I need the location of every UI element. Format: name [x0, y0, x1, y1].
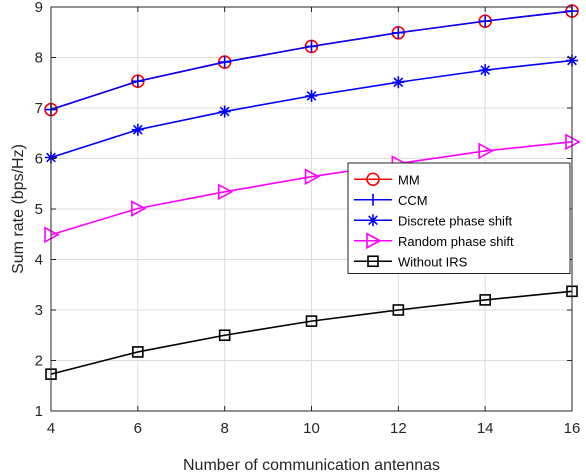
x-tick-label: 16 [564, 420, 581, 437]
data-point [392, 304, 405, 316]
legend-item: Without IRS [354, 254, 468, 269]
series-4 [45, 285, 578, 380]
data-point [305, 315, 318, 327]
legend-label: Without IRS [398, 254, 468, 269]
legend-marker [366, 232, 382, 250]
data-point [392, 76, 405, 89]
legend-marker [367, 255, 379, 268]
legend-marker [367, 193, 379, 206]
data-point [479, 64, 492, 77]
legend: MM CCM Discrete phase shift Random phase sh… [347, 162, 571, 274]
data-point [131, 123, 144, 136]
data-point [479, 15, 492, 28]
y-tick-label: 4 [35, 252, 43, 269]
legend-item: CCM [354, 193, 428, 208]
y-tick-label: 5 [35, 201, 43, 218]
data-point [217, 183, 234, 201]
legend-item: Random phase shift [354, 232, 514, 250]
series-layer [44, 4, 581, 380]
y-axis-label: Sum rate (bps/Hz) [10, 144, 27, 274]
data-point [304, 168, 321, 186]
legend-box [347, 162, 571, 274]
data-point [131, 200, 147, 217]
legend-marker [367, 214, 379, 227]
data-point [131, 75, 144, 88]
legend-item: MM [354, 172, 420, 187]
legend-label: CCM [398, 193, 428, 208]
data-point [218, 329, 231, 342]
data-point [305, 40, 318, 53]
legend-marker [366, 172, 380, 187]
series-line [50, 290, 573, 375]
legend-label: Discrete phase shift [398, 213, 513, 228]
data-point [392, 26, 405, 39]
data-point [479, 294, 491, 306]
data-point [218, 56, 231, 69]
x-tick-label: 12 [390, 420, 407, 437]
y-tick-label: 3 [35, 302, 43, 319]
legend-label: MM [398, 172, 420, 187]
data-point [132, 346, 144, 358]
x-tick-label: 10 [303, 420, 320, 437]
x-axis-label: Number of communication antennas [183, 457, 440, 474]
x-tick-label: 8 [220, 420, 228, 437]
legend-item: Discrete phase shift [354, 213, 513, 228]
y-tick-label: 7 [35, 100, 43, 117]
x-tick-label: 6 [134, 420, 142, 437]
data-point [478, 142, 494, 160]
y-tick-label: 9 [35, 0, 43, 16]
x-tick-label: 14 [477, 420, 494, 437]
y-tick-label: 1 [35, 403, 43, 420]
legend-label: Random phase shift [398, 234, 514, 249]
y-tick-label: 2 [35, 353, 43, 370]
data-point [218, 105, 231, 118]
data-point [305, 89, 318, 102]
y-tick-label: 6 [35, 151, 43, 168]
y-tick-label: 8 [35, 50, 43, 67]
x-tick-label: 4 [47, 420, 55, 437]
series-line [50, 141, 573, 236]
